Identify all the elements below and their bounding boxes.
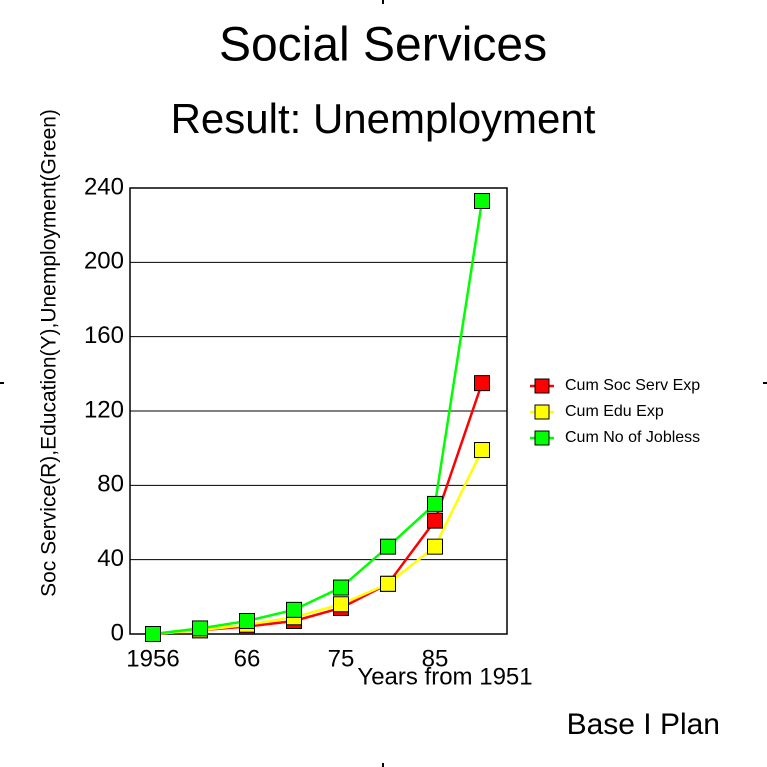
data-point (333, 579, 349, 596)
y-tick-label: 0 (111, 619, 124, 646)
data-point (427, 495, 443, 512)
data-point (145, 626, 161, 642)
y-tick-label: 240 (84, 173, 124, 200)
y-axis-title: Soc Service(R),Education(Y),Unemployment… (38, 109, 61, 597)
legend-entry: Cum Soc Serv Exp (530, 377, 700, 394)
y-tick-label: 40 (97, 545, 124, 572)
plot-frame (129, 187, 508, 635)
y-tick-label: 120 (84, 396, 124, 423)
x-axis-title: Years from 1951 (357, 663, 532, 690)
data-point (380, 575, 396, 592)
legend-label: Cum Soc Serv Exp (565, 377, 700, 394)
data-point (192, 620, 208, 637)
data-point (427, 512, 443, 529)
y-tick-label: 200 (84, 248, 124, 275)
data-point (474, 442, 490, 459)
data-point (474, 193, 490, 210)
chart-title: Social Services (219, 19, 547, 72)
data-point (380, 538, 396, 555)
x-tick-label: 1956 (126, 645, 179, 672)
legend-swatch (534, 430, 550, 446)
y-tick-label: 80 (97, 471, 124, 498)
data-point (333, 596, 349, 613)
chart-subtitle: Result: Unemployment (171, 95, 596, 142)
legend-entry: Cum No of Jobless (530, 429, 700, 446)
annotation: Base I Plan (567, 708, 720, 741)
data-point (474, 375, 490, 392)
legend-swatch (534, 404, 550, 420)
y-tick-label: 160 (84, 322, 124, 349)
data-point (427, 538, 443, 555)
legend-swatch (534, 378, 550, 394)
legend-label: Cum No of Jobless (565, 429, 700, 446)
x-tick-label: 66 (234, 645, 261, 672)
x-tick-label: 75 (328, 645, 355, 672)
x-tick-label: 85 (422, 645, 449, 672)
legend-label: Cum Edu Exp (565, 403, 664, 420)
legend-entry: Cum Edu Exp (530, 403, 664, 420)
data-point (239, 612, 255, 629)
data-point (286, 601, 302, 618)
